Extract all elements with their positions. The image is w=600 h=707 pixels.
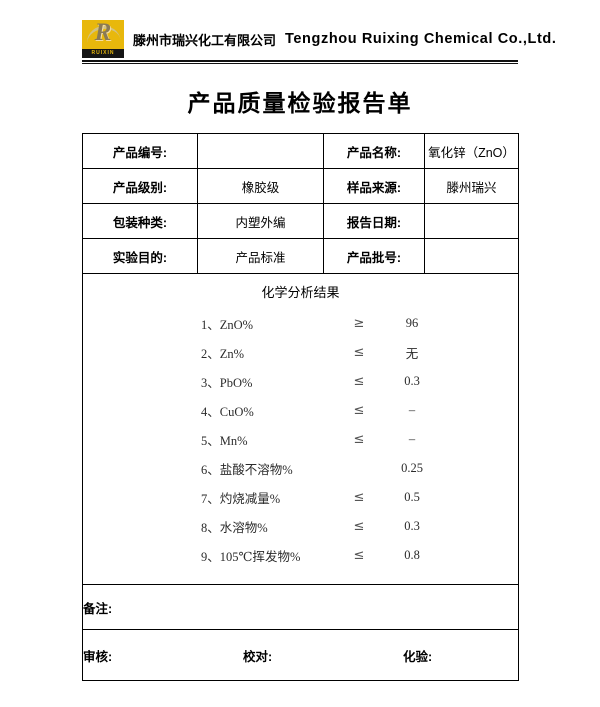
table-row-remark: 备注: <box>82 584 519 630</box>
analysis-item-operator: ≤ <box>353 374 365 389</box>
analysis-item-name: 2、Zn% <box>201 347 245 361</box>
analysis-row: 1、ZnO% ≥ 96 <box>83 309 518 338</box>
analysis-item-value: – <box>408 403 416 417</box>
field-value-product-grade[interactable]: 橡胶级 <box>197 168 324 204</box>
analysis-item-operator: ≤ <box>353 519 365 534</box>
field-label-product-name: 产品名称: <box>323 133 425 169</box>
chemical-analysis-section: 化学分析结果 1、ZnO% ≥ 96 2、Zn% ≤ 无 <box>82 273 519 585</box>
analysis-item-value: 0.3 <box>404 374 420 388</box>
analysis-item-value: 0.8 <box>404 548 420 562</box>
field-value-sample-source[interactable]: 滕州瑞兴 <box>424 168 519 204</box>
field-value-product-name[interactable]: 氧化锌（ZnO） <box>424 133 519 169</box>
analysis-item-operator: ≥ <box>353 316 365 331</box>
logo-wordmark: RUIXIN <box>82 49 124 58</box>
analysis-item-name: 7、灼烧减量% <box>201 492 281 506</box>
analysis-row: 3、PbO% ≤ 0.3 <box>83 367 518 396</box>
field-label-product-code: 产品编号: <box>82 133 198 169</box>
analysis-item-name: 4、CuO% <box>201 405 254 419</box>
field-label-package-type: 包装种类: <box>82 203 198 239</box>
page-title: 产品质量检验报告单 <box>187 90 413 116</box>
analysis-item-value: 0.5 <box>404 490 420 504</box>
analysis-item-value: 96 <box>405 316 419 330</box>
analysis-row-list: 1、ZnO% ≥ 96 2、Zn% ≤ 无 3、PbO% <box>83 309 518 570</box>
company-name-chinese: 滕州市瑞兴化工有限公司 <box>133 32 277 48</box>
field-value-package-type[interactable]: 内塑外编 <box>197 203 324 239</box>
field-label-sample-source: 样品来源: <box>323 168 425 204</box>
table-row: 产品编号: 产品名称: 氧化锌（ZnO） <box>82 133 519 169</box>
signature-label-analyst: 化验: <box>403 649 433 664</box>
analysis-item-value: 无 <box>405 347 419 361</box>
analysis-item-operator: ≤ <box>353 548 365 563</box>
logo-letter: R <box>94 20 112 46</box>
analysis-item-operator: ≤ <box>353 490 365 505</box>
analysis-section-heading: 化学分析结果 <box>261 285 340 300</box>
analysis-row: 2、Zn% ≤ 无 <box>83 338 518 367</box>
analysis-item-value: – <box>408 432 416 446</box>
company-logo-icon: R RUIXIN <box>82 20 124 58</box>
analysis-row: 8、水溶物% ≤ 0.3 <box>83 512 518 541</box>
field-value-report-date[interactable] <box>424 203 519 239</box>
header-divider <box>82 60 518 64</box>
table-row: 实验目的: 产品标准 产品批号: <box>82 238 519 274</box>
analysis-row: 5、Mn% ≤ – <box>83 425 518 454</box>
field-value-batch-number[interactable] <box>424 238 519 274</box>
analysis-item-name: 9、105℃挥发物% <box>201 550 301 564</box>
table-row-analysis: 化学分析结果 1、ZnO% ≥ 96 2、Zn% ≤ 无 <box>82 273 519 585</box>
analysis-item-name: 1、ZnO% <box>201 318 254 332</box>
signature-label-proofreader: 校对: <box>243 649 273 664</box>
analysis-item-value: 0.3 <box>404 519 420 533</box>
report-table: 产品编号: 产品名称: 氧化锌（ZnO） 产品级别: 橡胶级 样品来源: 滕州瑞… <box>82 133 519 681</box>
signature-cell[interactable]: 审核: 校对: 化验: <box>82 629 519 681</box>
table-row-signatures: 审核: 校对: 化验: <box>82 629 519 681</box>
table-row: 包装种类: 内塑外编 报告日期: <box>82 203 519 239</box>
company-name-english: Tengzhou Ruixing Chemical Co.,Ltd. <box>285 31 557 47</box>
letterhead: R RUIXIN 滕州市瑞兴化工有限公司 Tengzhou Ruixing Ch… <box>82 18 556 60</box>
analysis-item-operator: ≤ <box>353 345 365 360</box>
analysis-item-name: 5、Mn% <box>201 434 248 448</box>
analysis-item-operator: ≤ <box>353 403 365 418</box>
field-value-test-purpose[interactable]: 产品标准 <box>197 238 324 274</box>
signature-label-reviewer: 审核: <box>83 649 113 664</box>
analysis-item-operator: ≤ <box>353 432 365 447</box>
field-label-test-purpose: 实验目的: <box>82 238 198 274</box>
analysis-row: 4、CuO% ≤ – <box>83 396 518 425</box>
field-label-product-grade: 产品级别: <box>82 168 198 204</box>
field-label-report-date: 报告日期: <box>323 203 425 239</box>
analysis-row: 9、105℃挥发物% ≤ 0.8 <box>83 541 518 570</box>
analysis-item-name: 8、水溶物% <box>201 521 268 535</box>
remark-label: 备注: <box>83 601 113 616</box>
field-value-product-code[interactable] <box>197 133 324 169</box>
field-label-batch-number: 产品批号: <box>323 238 425 274</box>
remark-cell[interactable]: 备注: <box>82 584 519 630</box>
analysis-item-name: 3、PbO% <box>201 376 253 390</box>
analysis-row: 6、盐酸不溶物% 0.25 <box>83 454 518 483</box>
analysis-item-value: 0.25 <box>401 461 423 475</box>
analysis-item-name: 6、盐酸不溶物% <box>201 463 293 477</box>
table-row: 产品级别: 橡胶级 样品来源: 滕州瑞兴 <box>82 168 519 204</box>
analysis-row: 7、灼烧减量% ≤ 0.5 <box>83 483 518 512</box>
